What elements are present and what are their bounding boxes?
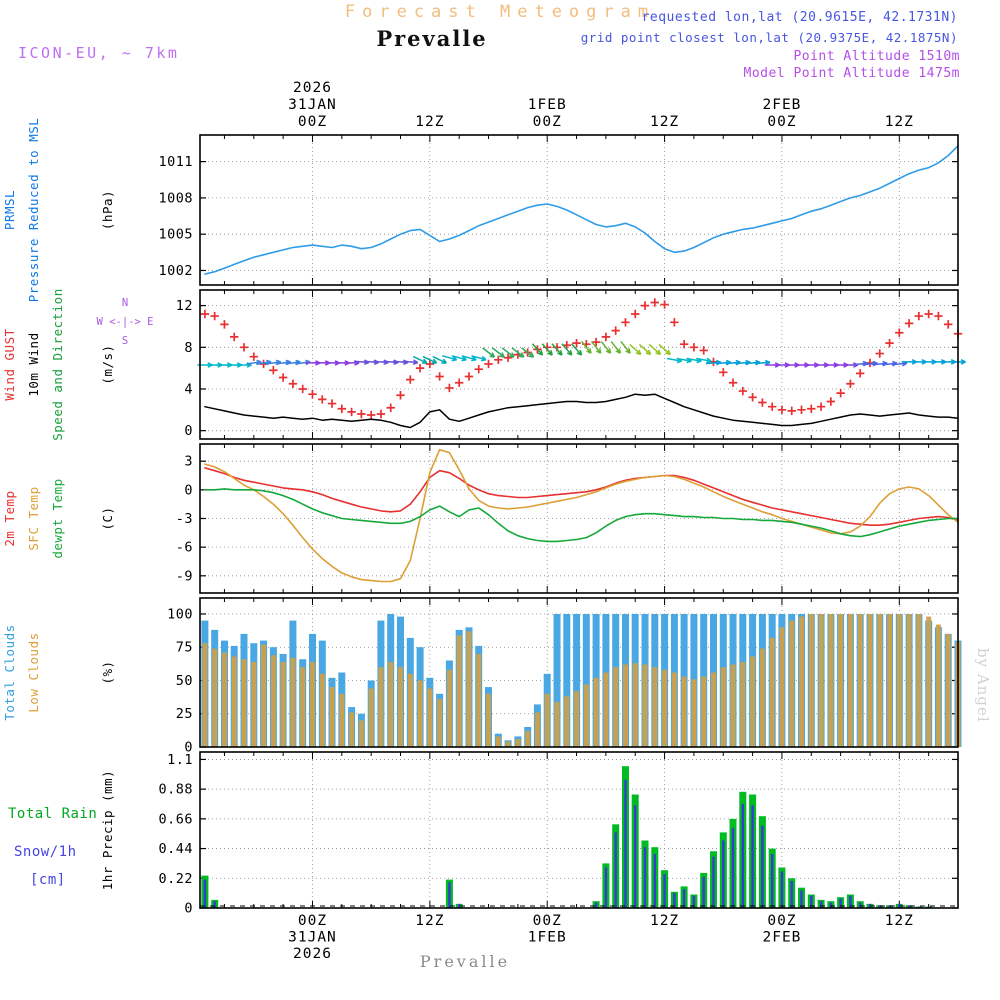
ylabel-(c): (C) — [100, 506, 115, 530]
precip-legend-0: Total Rain — [8, 806, 97, 822]
ylabel-speed-and-direction: Speed and Direction — [50, 288, 65, 441]
top-axis-label: 00Z — [767, 114, 796, 130]
ytick-temperature: 0 — [184, 482, 193, 498]
ylabel-total-clouds: Total Clouds — [2, 624, 17, 720]
page-title: Forecast Meteogram — [344, 2, 656, 22]
ytick-pressure: 1005 — [158, 227, 193, 243]
ytick-precip: 0.66 — [158, 811, 193, 827]
compass-west-east: W <-|-> E — [96, 315, 154, 328]
wind-compass-legend: N W <-|-> E S — [86, 294, 164, 351]
footer-station-label: Prevalle — [419, 952, 511, 971]
ylabel-2m-temp: 2m Temp — [2, 490, 17, 546]
ytick-clouds: 25 — [176, 706, 193, 722]
ylabel-(hpa): (hPa) — [100, 190, 115, 230]
ytick-temperature: -6 — [176, 540, 193, 556]
ytick-clouds: 100 — [167, 606, 193, 622]
ytick-wind: 12 — [176, 298, 193, 314]
model-altitude-label: Model Point Altitude 1475m — [743, 66, 960, 81]
ylabel-pressure-reduced-to-msl: Pressure Reduced to MSL — [26, 118, 41, 303]
ytick-wind: 4 — [184, 381, 193, 397]
bottom-axis-label: 00Z — [533, 913, 562, 929]
ylabel-prmsl: PRMSL — [2, 190, 17, 230]
ytick-precip: 0 — [184, 901, 193, 917]
ylabel-wind-gust: Wind GUST — [2, 328, 17, 400]
ytick-precip: 0.44 — [158, 841, 193, 857]
ytick-clouds: 0 — [184, 740, 193, 756]
ytick-temperature: -3 — [176, 511, 193, 527]
ylabel-low-clouds: Low Clouds — [26, 632, 41, 712]
ytick-wind: 0 — [184, 423, 193, 439]
bottom-axis-label: 00Z — [767, 913, 796, 929]
ytick-temperature: 3 — [184, 454, 193, 470]
top-axis-label: 2026 — [293, 80, 332, 96]
ytick-pressure: 1011 — [158, 154, 193, 170]
bottom-axis-label: 12Z — [415, 913, 444, 929]
compass-north: N — [121, 297, 129, 309]
ylabel-1hr-precip-(mm): 1hr Precip (mm) — [100, 770, 115, 890]
top-axis-label: 12Z — [885, 114, 914, 130]
station-title: Prevalle — [376, 26, 488, 51]
bottom-axis-label: 00Z — [298, 913, 327, 929]
top-axis-label: 1FEB — [528, 97, 567, 113]
panel-temperature: 3 0 -3 -6 -9 — [176, 443, 959, 594]
ytick-precip: 0.88 — [158, 782, 193, 798]
panel-pressure: 1002 1005 1008 1011 — [158, 134, 959, 286]
top-axis-label: 2FEB — [762, 97, 801, 113]
bottom-axis-label: 12Z — [650, 913, 679, 929]
precip-legend-2: [cm] — [30, 872, 66, 888]
ylabel-(%): (%) — [100, 660, 115, 684]
panel-clouds: 0 25 50 75 100 — [167, 597, 962, 756]
bottom-axis-label: 2FEB — [762, 930, 801, 946]
ytick-temperature: -9 — [176, 568, 193, 584]
ylabel-10m-wind: 10m Wind — [26, 332, 41, 396]
point-altitude-label: Point Altitude 1510m — [793, 49, 960, 64]
bottom-axis-label: 2026 — [293, 946, 332, 962]
bottom-axis-label: 31JAN — [288, 930, 337, 946]
watermark: by Angel — [974, 648, 992, 723]
ylabel-sfc-temp: SFC Temp — [26, 486, 41, 550]
ytick-wind: 8 — [184, 340, 193, 356]
panel-wind: 0 4 8 12 — [176, 289, 966, 440]
precip-legend-1: Snow/1h — [14, 844, 77, 860]
ylabel-(m/s): (m/s) — [100, 344, 115, 384]
top-axis-label: 00Z — [533, 114, 562, 130]
bottom-axis-label: 12Z — [885, 913, 914, 929]
bottom-axis-label: 1FEB — [528, 930, 567, 946]
grid-point-coords: grid point closest lon,lat (20.9375E, 42… — [580, 30, 958, 45]
model-name-label: ICON-EU, ~ 7km — [18, 44, 180, 62]
ytick-precip: 0.22 — [158, 871, 193, 887]
compass-south: S — [121, 334, 129, 347]
ytick-pressure: 1008 — [158, 190, 193, 206]
requested-coords: requested lon,lat (20.9615E, 42.1731N) — [641, 10, 958, 25]
ytick-pressure: 1002 — [158, 263, 193, 279]
ylabel-dewpt-temp: dewpt Temp — [50, 478, 65, 558]
ytick-clouds: 75 — [176, 640, 193, 656]
top-axis-label: 12Z — [415, 114, 444, 130]
panel-precip: 0 0.22 0.44 0.66 0.88 1.1 — [158, 751, 959, 917]
top-axis-label: 00Z — [298, 114, 327, 130]
top-axis-label: 31JAN — [288, 97, 337, 113]
top-axis-label: 12Z — [650, 114, 679, 130]
ytick-precip: 1.1 — [167, 752, 193, 768]
ytick-clouds: 50 — [176, 673, 193, 689]
